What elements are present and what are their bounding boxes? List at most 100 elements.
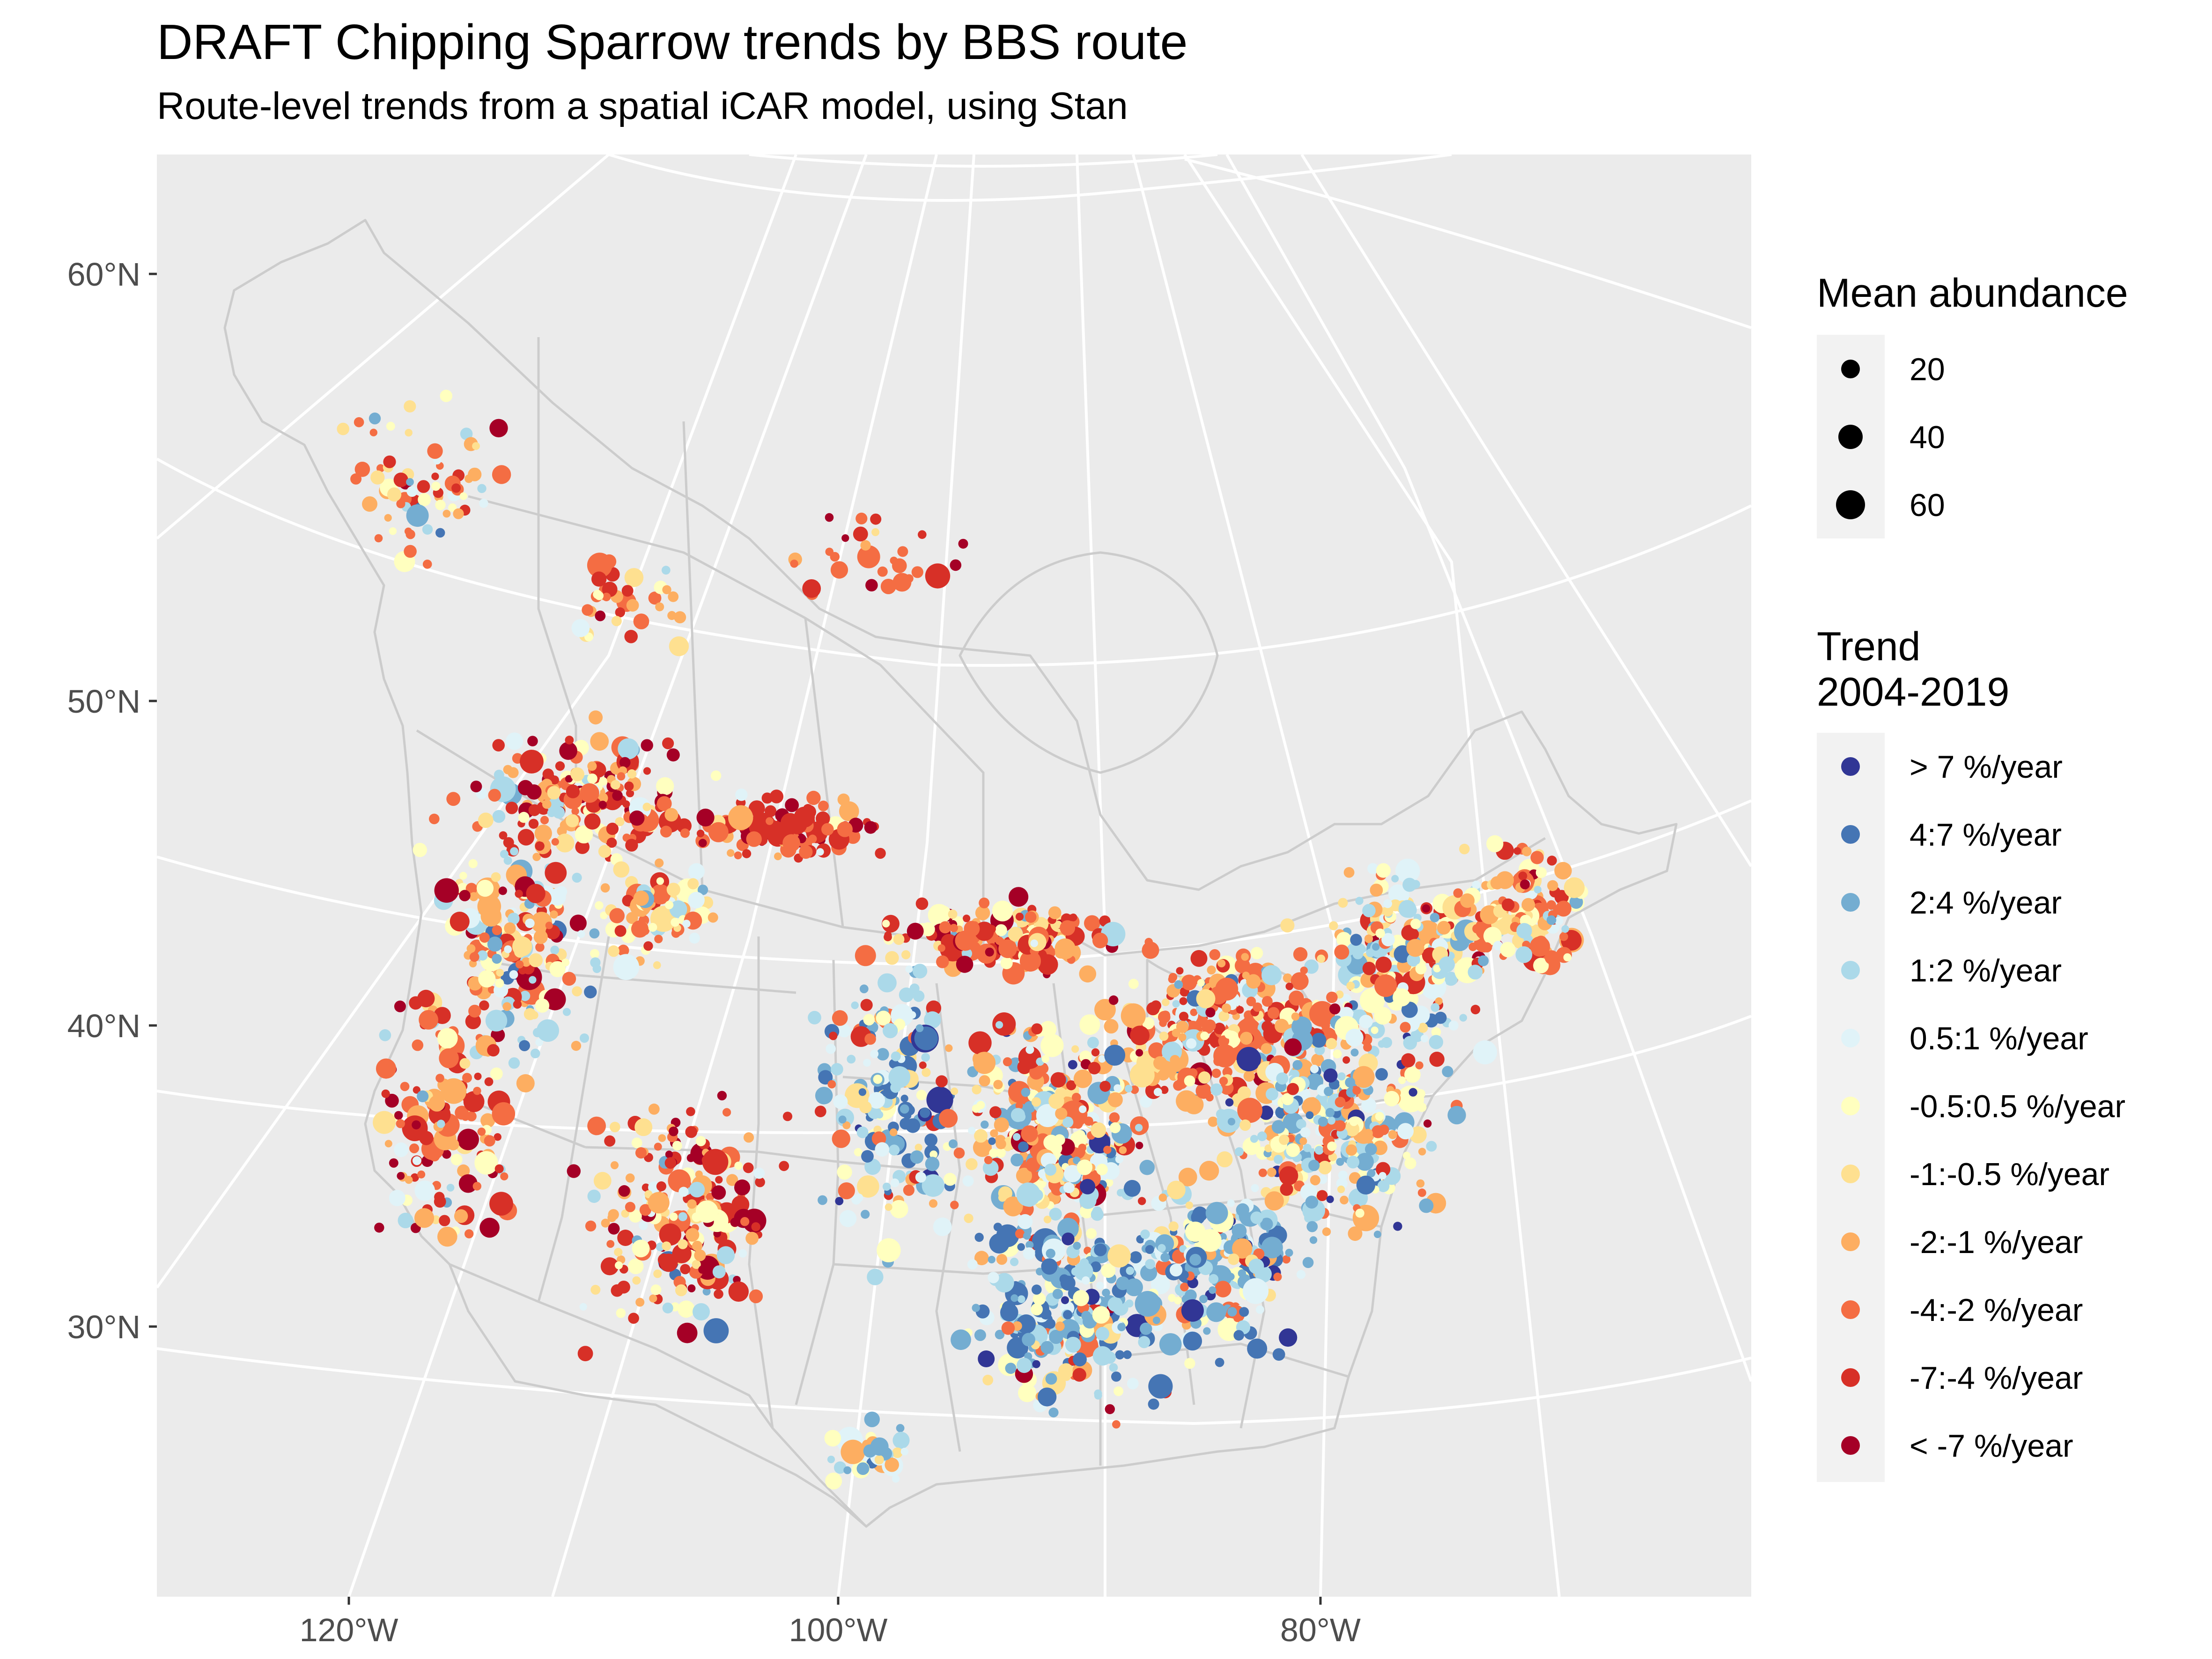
route-point [870,1049,879,1058]
route-point [658,1134,666,1142]
route-point [1228,1253,1239,1265]
route-point [975,906,990,921]
route-point [859,1101,872,1113]
route-point [654,1143,662,1151]
route-point [843,1466,852,1475]
route-point [1018,1384,1037,1402]
route-point [696,829,705,838]
route-point [498,886,507,895]
meridian-110w [551,155,938,1597]
route-point [611,780,620,790]
route-point [962,1175,974,1187]
route-point [1153,1088,1162,1097]
state-line-2 [537,936,610,1302]
route-point [1073,1242,1081,1250]
route-point [519,1040,530,1052]
route-point [1115,1350,1125,1360]
state-line-4 [585,1146,937,1172]
route-point [413,1086,420,1094]
route-point [1379,1172,1386,1180]
route-point [374,1223,384,1233]
route-point [1352,948,1364,959]
color-legend-key [1841,1232,1860,1251]
color-legend-key [1841,1436,1860,1455]
route-point [454,1209,468,1223]
route-point [981,1121,989,1129]
route-point [755,1177,765,1187]
province-mb-on [879,664,985,946]
route-point [369,428,377,436]
route-point [1382,906,1394,917]
route-point [428,1095,445,1112]
route-point [1224,1030,1233,1039]
route-point [1021,1125,1038,1143]
route-point [678,1212,687,1221]
route-point [834,1461,847,1474]
route-point [1261,996,1273,1007]
route-point [492,739,505,752]
route-point [1016,1314,1036,1334]
route-point [1090,1261,1101,1272]
route-point [1121,1003,1146,1028]
route-point [500,850,509,858]
route-point [1291,1012,1300,1021]
route-point [1310,1064,1319,1074]
route-point [648,1103,660,1115]
route-point [922,1068,931,1077]
route-point [1079,965,1097,983]
route-point [1009,887,1029,907]
route-point [491,1028,505,1042]
route-point [692,1240,703,1252]
route-point [447,1138,459,1150]
route-point [450,912,470,932]
route-point [688,892,705,909]
route-point [1329,1003,1341,1015]
color-legend-label: -2:-1 %/year [1910,1224,2083,1260]
route-point [665,900,674,909]
route-point [602,592,611,602]
route-point [617,1230,634,1246]
route-point [492,925,502,936]
route-point [1544,950,1559,965]
route-point [779,1161,789,1172]
route-point [907,922,924,940]
route-point [1063,1310,1073,1320]
route-point [816,848,824,856]
route-point [618,738,639,759]
route-point [492,954,502,964]
route-point [1178,1033,1187,1041]
route-point [1060,1276,1076,1291]
route-point [1227,1199,1235,1207]
route-point [815,1087,833,1105]
route-point [1080,1179,1096,1194]
route-point [1158,1194,1167,1202]
route-point [384,1140,392,1148]
route-point [769,789,784,804]
route-point [499,831,508,840]
route-point [1361,1098,1377,1113]
route-point [619,757,631,768]
route-point [950,559,962,571]
route-point [972,1304,980,1312]
route-point [1144,937,1153,946]
route-point [1346,1144,1357,1156]
route-point [435,500,446,510]
meridian-120w [347,155,868,1597]
route-point [1209,1274,1219,1284]
route-point [901,950,911,959]
route-point [608,945,619,957]
route-point [1073,1352,1087,1367]
route-point [1289,990,1304,1006]
route-point [435,528,445,538]
route-point [1502,898,1515,912]
route-point [678,1300,695,1318]
route-point [666,883,680,897]
route-point [571,1040,582,1051]
route-point [629,810,645,826]
route-point [995,1139,1006,1150]
route-point [665,1150,673,1158]
route-point [900,1104,909,1114]
route-point [1148,1374,1173,1399]
route-point [1087,1037,1099,1049]
route-point [642,803,651,811]
